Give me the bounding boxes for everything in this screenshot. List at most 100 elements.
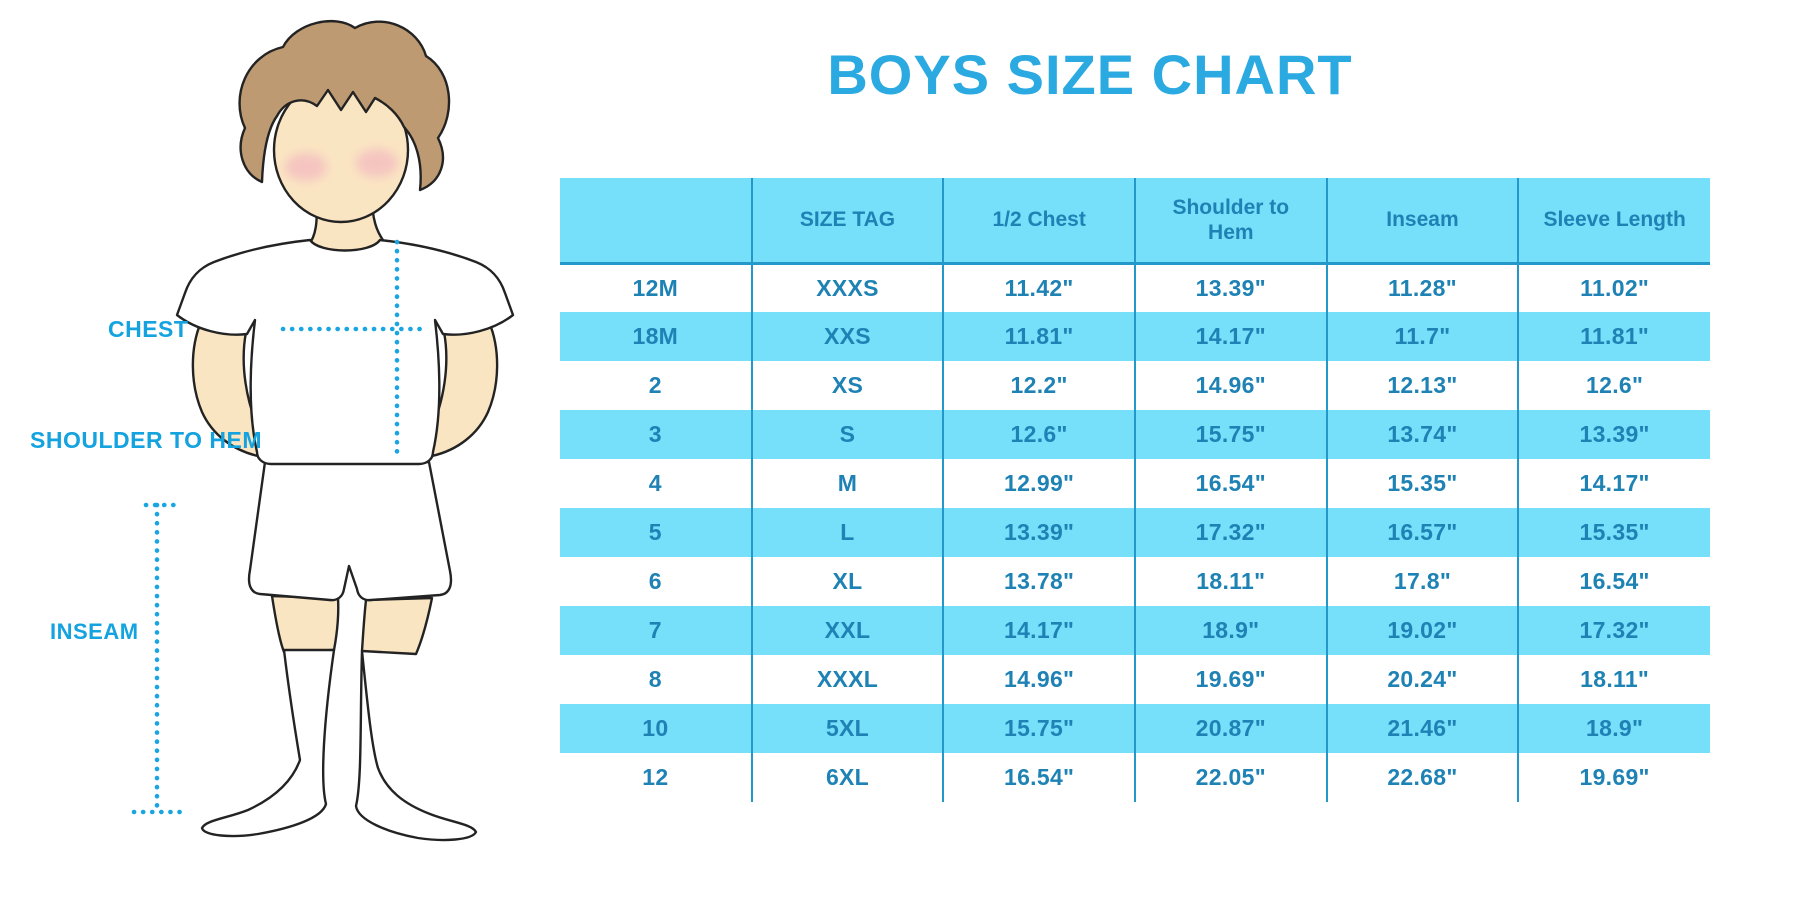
shoulder-to-hem-label: SHOULDER TO HEM: [30, 427, 262, 453]
value-cell: 17.32": [1518, 606, 1710, 655]
value-cell: XS: [751, 361, 945, 410]
inseam-dotted-line: [131, 502, 183, 815]
size-cell: 7: [560, 606, 753, 655]
value-cell: 11.28": [1326, 263, 1520, 312]
value-cell: 5XL: [751, 704, 945, 753]
value-cell: 18.9": [1134, 606, 1328, 655]
value-cell: 11.7": [1326, 312, 1520, 361]
value-cell: 13.39": [943, 508, 1136, 557]
right-arm: [428, 320, 499, 458]
inseam-label: INSEAM: [50, 619, 139, 644]
table-row: 8 XXXL 14.96" 19.69" 20.24" 18.11": [560, 655, 1710, 704]
value-cell: 11.02": [1580, 274, 1650, 301]
value-cell: 12.2": [943, 361, 1136, 410]
left-sock: [200, 648, 336, 838]
value-cell: 16.57": [1326, 508, 1520, 557]
left-arm: [191, 320, 262, 458]
value-cell: 6XL: [751, 753, 945, 802]
value-cell: 18.11": [1134, 557, 1328, 606]
size-cell: 12: [560, 753, 753, 802]
page-title: BOYS SIZE CHART: [827, 43, 1353, 106]
header-row: SIZE TAG 1/2 Chest Shoulder to Hem Insea…: [560, 178, 1710, 265]
value-cell: 13.39": [1518, 410, 1710, 459]
size-cell: 2: [560, 361, 753, 410]
value-cell: 21.46": [1326, 704, 1520, 753]
boy-illustration: [131, 20, 515, 842]
value-cell: 14.96": [943, 655, 1136, 704]
value-cell: 14.17": [1579, 470, 1650, 496]
table-row: 3 S 12.6" 15.75" 13.74" 13.39": [560, 410, 1710, 459]
value-cell: XXL: [751, 606, 945, 655]
value-cell: 14.17": [1134, 312, 1328, 361]
value-cell: XXS: [751, 312, 945, 361]
value-cell: 15.35": [1518, 508, 1710, 557]
value-cell: XL: [751, 557, 945, 606]
blush-left-cheek: [285, 153, 327, 181]
value-cell: L: [751, 508, 945, 557]
value-cell: 13.78": [943, 557, 1136, 606]
header-cell-sleeve-length: Sleeve Length: [1518, 178, 1710, 265]
size-cell: 5: [560, 508, 753, 557]
value-cell: 20.87": [1134, 704, 1328, 753]
value-cell: M: [751, 459, 945, 508]
size-table: SIZE TAG 1/2 Chest Shoulder to Hem Insea…: [560, 178, 1710, 802]
table-row: 12M XXXS 11.42" 13.39" 11.28" 11.02": [560, 263, 1710, 312]
header-cell-inseam: Inseam: [1326, 178, 1520, 265]
value-cell: 15.75": [943, 704, 1136, 753]
size-cell: 18M: [560, 312, 753, 361]
header-cell-size: [560, 178, 753, 265]
value-cell: 11.42": [943, 263, 1136, 312]
table-row: 18M XXS 11.81" 14.17" 11.7" 11.81": [560, 312, 1710, 361]
value-cell: 13.39": [1134, 263, 1328, 312]
value-cell: 13.74": [1326, 410, 1520, 459]
size-table-header: SIZE TAG 1/2 Chest Shoulder to Hem Insea…: [560, 178, 1710, 265]
right-leg: [360, 596, 434, 656]
value-cell: 22.68": [1326, 753, 1520, 802]
value-cell: 14.96": [1134, 361, 1328, 410]
size-cell: 4: [560, 459, 753, 508]
size-table-container: SIZE TAG 1/2 Chest Shoulder to Hem Insea…: [560, 178, 1710, 802]
table-row: 10 5XL 15.75" 20.87" 21.46" 18.9": [560, 704, 1710, 753]
value-cell: 19.69": [1134, 655, 1328, 704]
value-cell: 17.8": [1326, 557, 1520, 606]
table-row: 5 L 13.39" 17.32" 16.57" 15.35": [560, 508, 1710, 557]
value-cell: 19.02": [1326, 606, 1520, 655]
value-cell: 17.32": [1134, 508, 1328, 557]
header-cell-shoulder-to-hem: Shoulder to Hem: [1134, 178, 1328, 265]
value-cell: 12.6": [1586, 372, 1644, 398]
value-cell: 11.81": [1518, 312, 1710, 361]
value-cell: XXXS: [751, 263, 945, 312]
size-cell: 3: [560, 410, 753, 459]
value-cell: 14.17": [943, 606, 1136, 655]
right-sock: [354, 649, 478, 842]
table-row: 6 XL 13.78" 18.11" 17.8" 16.54": [560, 557, 1710, 606]
chest-label: CHEST: [108, 316, 189, 342]
table-row: 2 XS 12.2" 14.96" 12.13" 12.6": [560, 361, 1710, 410]
value-cell: 12.13": [1326, 361, 1520, 410]
shorts: [247, 460, 453, 602]
value-cell: 11.81": [943, 312, 1136, 361]
value-cell: 16.54": [1579, 568, 1650, 594]
t-shirt: [175, 238, 515, 466]
value-cell: 16.54": [1134, 459, 1328, 508]
value-cell: 22.05": [1134, 753, 1328, 802]
size-cell: 10: [560, 704, 753, 753]
left-leg: [270, 594, 340, 654]
value-cell: 15.35": [1326, 459, 1520, 508]
value-cell: 20.24": [1326, 655, 1520, 704]
value-cell: 16.54": [943, 753, 1136, 802]
size-table-body: 12M XXXS 11.42" 13.39" 11.28" 11.02" 18M XXS 11.…: [560, 263, 1710, 802]
table-row: 7 XXL 14.17" 18.9" 19.02" 17.32": [560, 606, 1710, 655]
header-cell-size-tag: SIZE TAG: [751, 178, 945, 265]
size-cell: 8: [560, 655, 753, 704]
value-cell: 15.75": [1134, 410, 1328, 459]
value-cell: 18.9": [1518, 704, 1710, 753]
value-cell: 18.11": [1580, 666, 1650, 692]
value-cell: 12.6": [943, 410, 1136, 459]
value-cell: S: [751, 410, 945, 459]
size-cell: 6: [560, 557, 753, 606]
value-cell: 12.99": [943, 459, 1136, 508]
hair: [238, 20, 451, 192]
blush-right-cheek: [356, 149, 398, 177]
